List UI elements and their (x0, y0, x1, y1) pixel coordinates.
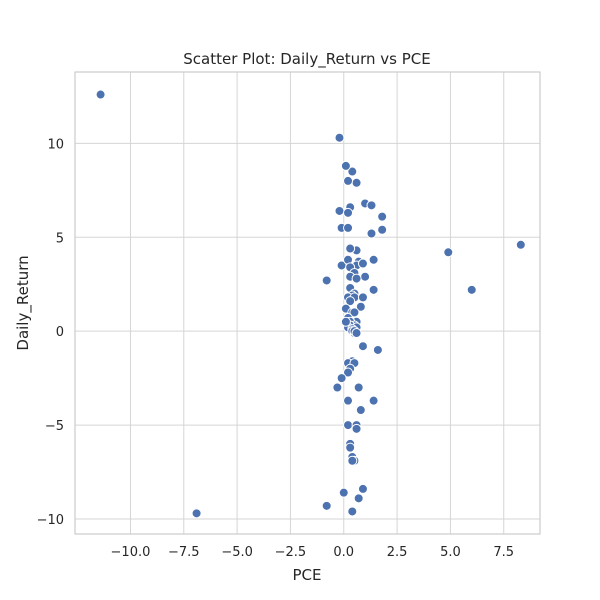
data-point (332, 382, 343, 393)
data-point (353, 382, 364, 393)
grid-lines (75, 72, 540, 534)
data-points (95, 89, 526, 519)
data-point (366, 228, 377, 239)
data-point (355, 405, 366, 416)
data-point (338, 487, 349, 498)
data-point (351, 177, 362, 188)
data-point (343, 175, 354, 186)
data-point (377, 211, 388, 222)
x-tick-label: 0.0 (333, 545, 354, 560)
x-tick-label: 5.0 (440, 545, 461, 560)
data-point (334, 205, 345, 216)
data-point (347, 166, 358, 177)
x-tick-labels: −10.0 −7.5 −5.0 −2.5 0.0 2.5 5.0 7.5 (111, 545, 515, 560)
data-point (466, 284, 477, 295)
data-point (368, 395, 379, 406)
data-point (443, 247, 454, 258)
y-tick-label: 10 (47, 137, 64, 152)
data-point (357, 292, 368, 303)
x-tick-label: −7.5 (168, 545, 200, 560)
plot-frame (74, 71, 541, 535)
data-point (355, 301, 366, 312)
data-point (357, 258, 368, 269)
data-point (345, 442, 356, 453)
data-point (343, 395, 354, 406)
data-point (340, 160, 351, 171)
x-axis-label: PCE (293, 566, 322, 584)
data-point (351, 273, 362, 284)
data-point (351, 423, 362, 434)
y-tick-label: −10 (37, 513, 64, 528)
data-point (357, 341, 368, 352)
data-point (347, 455, 358, 466)
data-point (343, 207, 354, 218)
data-point (368, 254, 379, 265)
x-tick-label: −10.0 (111, 545, 151, 560)
data-point (372, 344, 383, 355)
y-axis-label: Daily_Return (14, 255, 33, 350)
data-point (351, 328, 362, 339)
data-point (321, 275, 332, 286)
data-point (343, 420, 354, 431)
data-point (336, 373, 347, 384)
data-point (95, 89, 106, 100)
data-point (357, 483, 368, 494)
data-point (321, 500, 332, 511)
data-point (345, 296, 356, 307)
x-tick-label: 7.5 (493, 545, 514, 560)
data-point (360, 271, 371, 282)
data-point (345, 243, 356, 254)
data-point (353, 493, 364, 504)
y-tick-label: 0 (56, 325, 64, 340)
data-point (343, 222, 354, 233)
x-tick-label: −2.5 (275, 545, 307, 560)
x-tick-label: 2.5 (387, 545, 408, 560)
y-tick-label: −5 (45, 419, 64, 434)
data-point (343, 367, 354, 378)
data-point (377, 224, 388, 235)
y-tick-label: 5 (56, 231, 64, 246)
data-point (515, 239, 526, 250)
chart-title: Scatter Plot: Daily_Return vs PCE (183, 50, 430, 69)
data-point (334, 132, 345, 143)
x-tick-label: −5.0 (221, 545, 253, 560)
data-point (349, 307, 360, 318)
data-point (347, 506, 358, 517)
data-point (366, 200, 377, 211)
data-point (191, 508, 202, 519)
data-point (340, 316, 351, 327)
data-point (368, 284, 379, 295)
y-tick-labels: −10 −5 0 5 10 (37, 137, 64, 528)
